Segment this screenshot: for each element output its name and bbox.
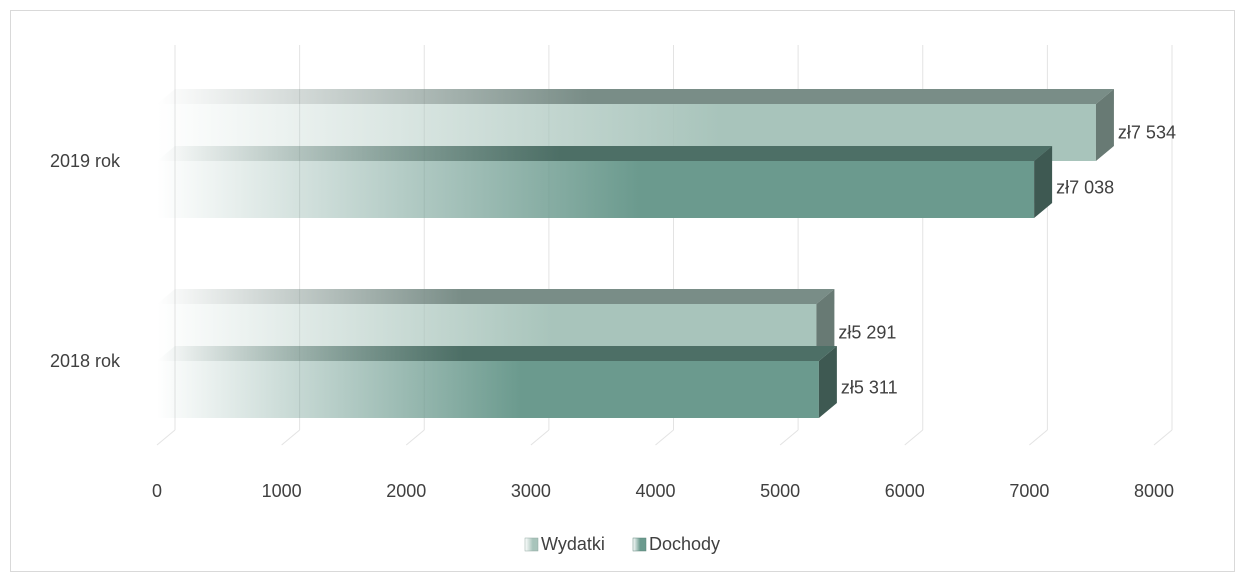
x-tick-label-7000: 7000 — [1009, 481, 1049, 501]
bars — [157, 89, 1114, 418]
bar-side-dochody-2019-rok — [1034, 146, 1053, 218]
category-label-2018-rok: 2018 rok — [50, 351, 121, 371]
grid-foot-0 — [156, 429, 176, 446]
data-label-wydatki-2019-rok: zł7 534 — [1118, 123, 1176, 143]
x-tick-label-2000: 2000 — [386, 481, 426, 501]
x-tick-label-4000: 4000 — [635, 481, 675, 501]
data-labels: zł7 534 zł7 038 zł5 291 zł5 311 — [838, 123, 1176, 398]
data-label-wydatki-2018-rok: zł5 291 — [838, 323, 896, 343]
grid-foot-2000 — [405, 429, 425, 446]
x-tick-label-1000: 1000 — [262, 481, 302, 501]
legend-swatch-wydatki — [524, 537, 539, 552]
bar-side-dochody-2018-rok — [818, 346, 837, 418]
bar-dochody-2019-rok — [157, 146, 1053, 218]
legend-item-wydatki[interactable]: Wydatki — [524, 534, 605, 554]
bar-dochody-2018-rok — [157, 346, 837, 418]
data-label-dochody-2019-rok: zł7 038 — [1056, 178, 1114, 198]
x-tick-label-6000: 6000 — [885, 481, 925, 501]
legend-label-dochody: Dochody — [649, 534, 720, 554]
grid-foot-7000 — [1029, 429, 1048, 446]
data-label-dochody-2018-rok: zł5 311 — [841, 378, 898, 398]
bar-side-wydatki-2018-rok — [816, 289, 835, 361]
legend-swatch-dochody — [632, 537, 647, 552]
legend-item-dochody[interactable]: Dochody — [632, 534, 720, 554]
bar-front-dochody-2019-rok — [157, 161, 1035, 218]
x-tick-label-0: 0 — [152, 481, 162, 501]
grid-foot-5000 — [779, 429, 799, 446]
legend[interactable]: Wydatki Dochody — [524, 534, 720, 554]
bar-top-dochody-2019-rok — [157, 146, 1053, 161]
category-labels: 2019 rok 2018 rok — [50, 151, 121, 371]
bar-top-wydatki-2018-rok — [157, 289, 835, 304]
bar-top-dochody-2018-rok — [157, 346, 837, 361]
x-axis-ticks: 0 1000 2000 3000 4000 5000 6000 7000 8000 — [152, 481, 1174, 501]
x-tick-label-8000: 8000 — [1134, 481, 1174, 501]
bar-front-dochody-2018-rok — [157, 361, 819, 418]
legend-label-wydatki: Wydatki — [541, 534, 605, 554]
grid-foot-4000 — [655, 429, 674, 446]
grid-foot-6000 — [904, 429, 924, 446]
grid-foot-1000 — [281, 429, 300, 446]
grid-foot-8000 — [1153, 429, 1173, 446]
category-label-2019-rok: 2019 rok — [50, 151, 121, 171]
grid-foot-3000 — [530, 429, 550, 446]
x-tick-label-3000: 3000 — [511, 481, 551, 501]
bar-top-wydatki-2019-rok — [157, 89, 1114, 104]
x-tick-label-5000: 5000 — [760, 481, 800, 501]
bar-side-wydatki-2019-rok — [1095, 89, 1114, 161]
